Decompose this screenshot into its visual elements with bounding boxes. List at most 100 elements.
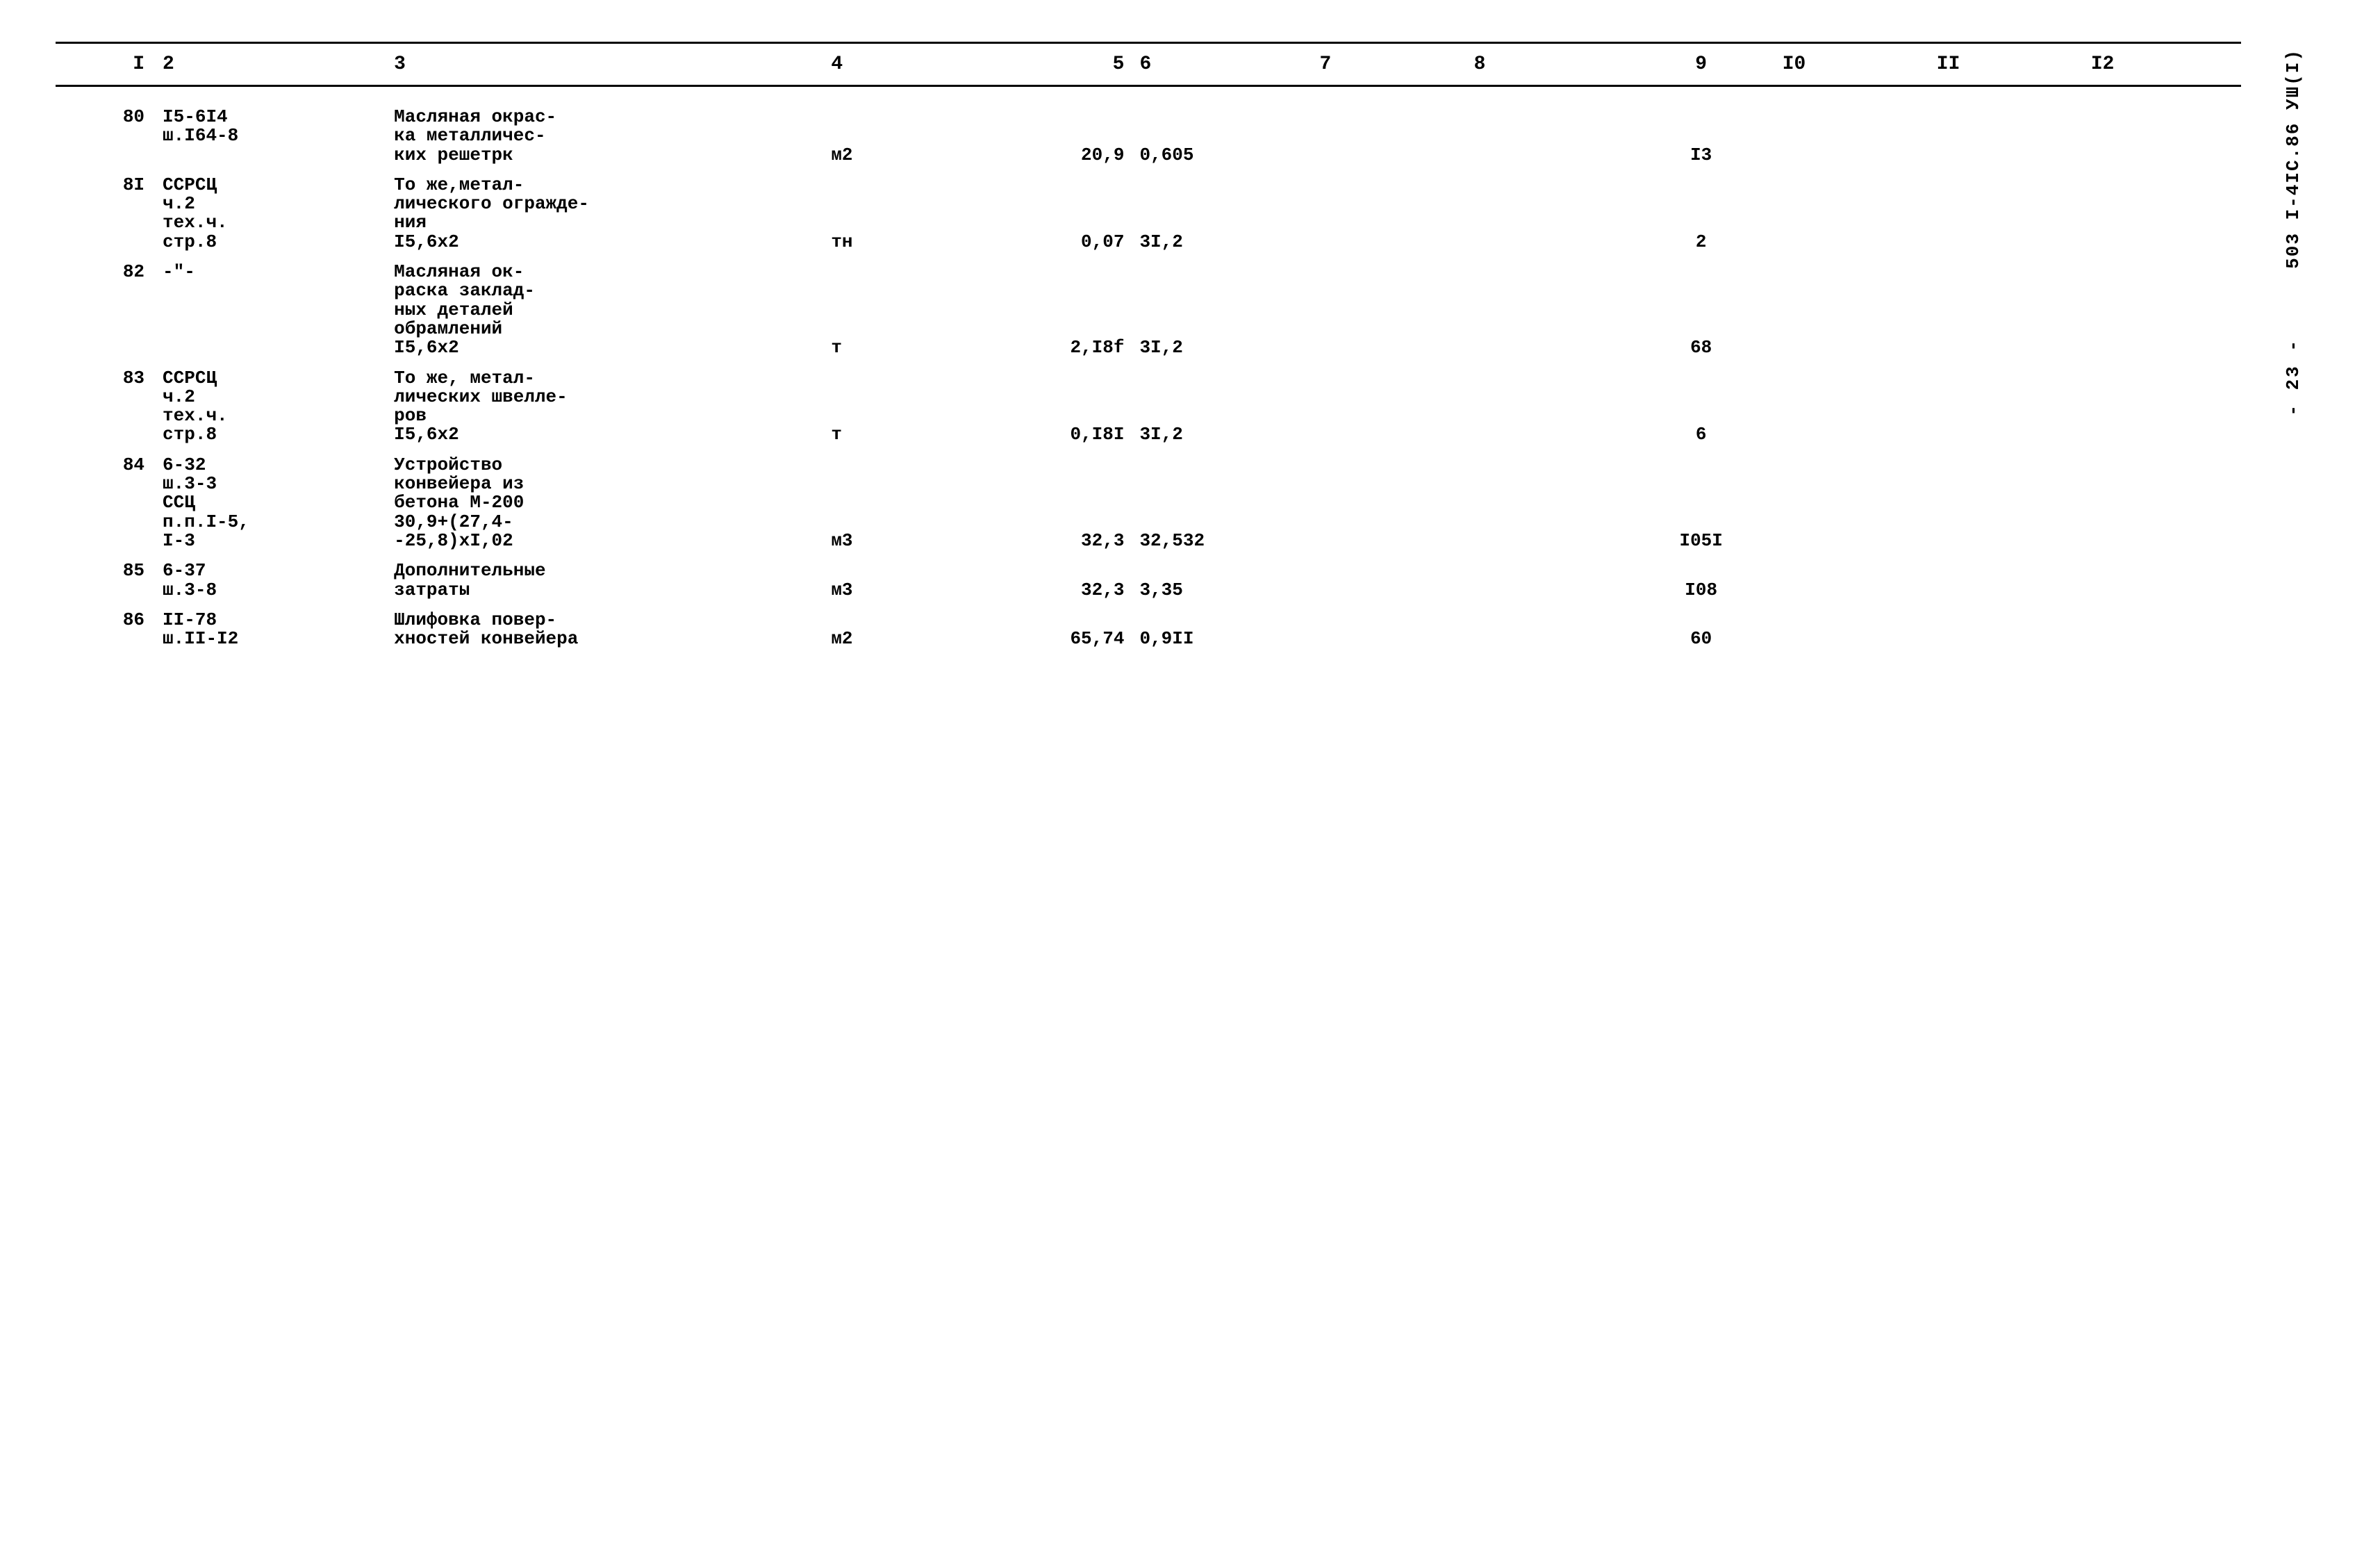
- table-cell: [1470, 553, 1624, 602]
- table-cell: I05I: [1624, 448, 1778, 553]
- table-cell: 86: [56, 602, 158, 652]
- table-cell: [1316, 167, 1470, 254]
- table-cell: 82: [56, 254, 158, 360]
- table-cell: 32,532: [1135, 448, 1315, 553]
- col-header-7: 7: [1316, 43, 1470, 86]
- col-header-1: I: [56, 43, 158, 86]
- table-cell: 3,35: [1135, 553, 1315, 602]
- table-cell: Масляная ок-раска заклад-ных деталейобра…: [390, 254, 827, 360]
- table-cell: Дополнительныезатраты: [390, 553, 827, 602]
- table-cell: м2: [827, 602, 955, 652]
- table-cell: -"-: [158, 254, 390, 360]
- table-cell: 0,9II: [1135, 602, 1315, 652]
- table-cell: [1778, 86, 1933, 167]
- table-cell: [1470, 86, 1624, 167]
- table-cell: [2087, 448, 2241, 553]
- table-cell: То же, метал-лических швелле-ровI5,6х2: [390, 361, 827, 448]
- table-cell: тн: [827, 167, 955, 254]
- table-cell: Масляная окрас-ка металличес-ких решетрк: [390, 86, 827, 167]
- table-cell: 3I,2: [1135, 254, 1315, 360]
- table-cell: [2087, 553, 2241, 602]
- table-header: I 2 3 4 5 6 7 8 9 I0 II I2: [56, 43, 2241, 86]
- data-table: I 2 3 4 5 6 7 8 9 I0 II I2 80I5-6I4ш.I64…: [56, 42, 2241, 651]
- table-cell: [2087, 361, 2241, 448]
- table-row: 83ССРСЦч.2тех.ч.стр.8То же, метал-лическ…: [56, 361, 2241, 448]
- table-cell: 0,I8I: [955, 361, 1135, 448]
- table-cell: [1316, 86, 1470, 167]
- col-header-9: 9: [1624, 43, 1778, 86]
- table-body: 80I5-6I4ш.I64-8Масляная окрас-ка металли…: [56, 86, 2241, 652]
- table-cell: ССРСЦч.2тех.ч.стр.8: [158, 167, 390, 254]
- table-cell: 85: [56, 553, 158, 602]
- table-cell: [1933, 167, 2087, 254]
- table-cell: 20,9: [955, 86, 1135, 167]
- table-cell: [1778, 448, 1933, 553]
- table-cell: 2: [1624, 167, 1778, 254]
- table-cell: [1933, 553, 2087, 602]
- table-cell: т: [827, 254, 955, 360]
- table-cell: 0,605: [1135, 86, 1315, 167]
- table-cell: 84: [56, 448, 158, 553]
- table-cell: Устройствоконвейера избетона М-20030,9+(…: [390, 448, 827, 553]
- table-cell: [1778, 167, 1933, 254]
- table-cell: [1470, 602, 1624, 652]
- table-cell: 68: [1624, 254, 1778, 360]
- table-cell: [1316, 602, 1470, 652]
- table-cell: [1316, 448, 1470, 553]
- table-cell: [2087, 602, 2241, 652]
- table-cell: [1316, 361, 1470, 448]
- table-cell: [1933, 361, 2087, 448]
- page-wrapper: 503 I-4IС.86 УШ(I) - 23 - I 2 3 4 5 6 7 …: [56, 42, 2324, 651]
- table-cell: [1316, 254, 1470, 360]
- table-cell: 32,3: [955, 448, 1135, 553]
- table-row: 82-"-Масляная ок-раска заклад-ных детале…: [56, 254, 2241, 360]
- col-header-12: I2: [2087, 43, 2241, 86]
- table-cell: [1778, 361, 1933, 448]
- col-header-10: I0: [1778, 43, 1933, 86]
- table-cell: [1470, 448, 1624, 553]
- table-cell: м3: [827, 448, 955, 553]
- table-cell: [1316, 553, 1470, 602]
- table-cell: 8I: [56, 167, 158, 254]
- table-cell: т: [827, 361, 955, 448]
- col-header-6: 6: [1135, 43, 1315, 86]
- table-cell: I5-6I4ш.I64-8: [158, 86, 390, 167]
- table-row: 80I5-6I4ш.I64-8Масляная окрас-ка металли…: [56, 86, 2241, 167]
- table-cell: 6-37ш.3-8: [158, 553, 390, 602]
- table-cell: II-78ш.II-I2: [158, 602, 390, 652]
- col-header-11: II: [1933, 43, 2087, 86]
- table-cell: 3I,2: [1135, 361, 1315, 448]
- table-row: 8IССРСЦч.2тех.ч.стр.8То же,метал-лическо…: [56, 167, 2241, 254]
- table-cell: ССРСЦч.2тех.ч.стр.8: [158, 361, 390, 448]
- table-cell: [2087, 254, 2241, 360]
- col-header-4: 4: [827, 43, 955, 86]
- table-cell: 6-32ш.3-3ССЦп.п.I-5,I-3: [158, 448, 390, 553]
- table-cell: [1778, 553, 1933, 602]
- table-cell: 60: [1624, 602, 1778, 652]
- table-cell: [1778, 602, 1933, 652]
- table-cell: Шлифовка повер-хностей конвейера: [390, 602, 827, 652]
- table-cell: [2087, 86, 2241, 167]
- table-cell: То же,метал-лического огражде-нияI5,6х2: [390, 167, 827, 254]
- col-header-8: 8: [1470, 43, 1624, 86]
- table-cell: 3I,2: [1135, 167, 1315, 254]
- table-cell: 65,74: [955, 602, 1135, 652]
- table-cell: [1470, 167, 1624, 254]
- header-row: I 2 3 4 5 6 7 8 9 I0 II I2: [56, 43, 2241, 86]
- table-cell: 80: [56, 86, 158, 167]
- col-header-2: 2: [158, 43, 390, 86]
- table-cell: [1933, 86, 2087, 167]
- table-cell: 2,I8f: [955, 254, 1135, 360]
- table-cell: м3: [827, 553, 955, 602]
- table-cell: [1470, 361, 1624, 448]
- table-cell: 83: [56, 361, 158, 448]
- table-cell: [1778, 254, 1933, 360]
- col-header-3: 3: [390, 43, 827, 86]
- table-cell: [1933, 448, 2087, 553]
- table-cell: м2: [827, 86, 955, 167]
- table-cell: I3: [1624, 86, 1778, 167]
- table-cell: I08: [1624, 553, 1778, 602]
- page-number-vertical: - 23 -: [2283, 338, 2304, 416]
- col-header-5: 5: [955, 43, 1135, 86]
- table-row: 86II-78ш.II-I2Шлифовка повер-хностей кон…: [56, 602, 2241, 652]
